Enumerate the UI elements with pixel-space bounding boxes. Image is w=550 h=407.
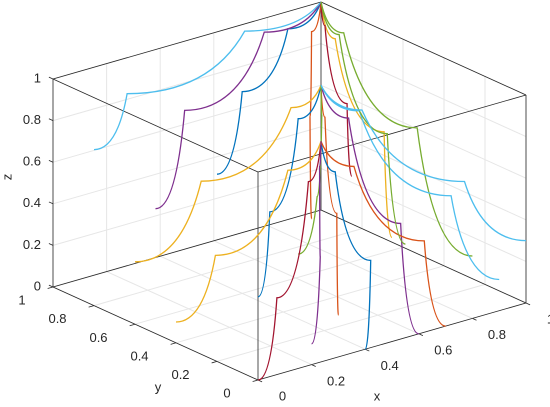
grid-line — [159, 255, 366, 350]
trajectory — [320, 141, 372, 350]
z-tick-label: 0.6 — [23, 154, 41, 169]
tick-mark — [47, 286, 54, 289]
x-tick-label: 0.8 — [488, 327, 506, 342]
trajectory — [257, 141, 322, 381]
trajectory — [320, 141, 446, 327]
tick-mark — [252, 379, 259, 382]
z-tick-label: 0.8 — [23, 112, 41, 127]
y-tick-label: 0.6 — [89, 330, 107, 345]
trajectory — [155, 1, 322, 210]
box-edge — [257, 94, 527, 173]
tick-mark — [48, 243, 54, 246]
grid-line — [52, 84, 322, 163]
grid-line — [213, 240, 420, 335]
z-tick-label: 0 — [34, 278, 41, 293]
box-edge — [52, 209, 322, 288]
y-tick-label: 0.2 — [171, 367, 189, 382]
box-edge — [52, 286, 259, 381]
tick-mark — [88, 305, 95, 308]
z-tick-label: 0.2 — [23, 237, 41, 252]
trajectory — [320, 84, 500, 281]
y-axis-label: y — [155, 379, 162, 394]
trajectory — [320, 1, 406, 245]
trajectory — [134, 84, 322, 263]
trajectory — [320, 85, 420, 335]
box-edge — [320, 209, 527, 304]
trajectory — [309, 1, 322, 220]
x-tick-label: 0.6 — [434, 343, 452, 358]
box-edge — [257, 302, 527, 381]
tick-mark — [48, 159, 54, 163]
y-tick-label: 1 — [18, 293, 25, 308]
trajectory — [320, 1, 473, 257]
grid-line — [320, 126, 527, 221]
x-axis-label: x — [374, 388, 381, 403]
tick-mark — [211, 361, 218, 364]
grid-line — [320, 43, 527, 138]
x-tick-label: 0 — [279, 389, 286, 404]
trajectory — [311, 141, 322, 345]
y-tick-label: 0.4 — [130, 348, 148, 363]
trajectory — [175, 141, 322, 323]
grid-line — [320, 84, 527, 179]
grid-line — [52, 126, 322, 205]
grid-line — [175, 265, 445, 344]
grid-line — [52, 43, 322, 122]
grid-line — [320, 167, 527, 262]
grid-line — [52, 167, 322, 246]
box-edge — [320, 1, 527, 96]
trajectory — [320, 85, 340, 316]
tick-mark — [48, 201, 54, 205]
tick-mark — [48, 76, 54, 80]
trajectory — [216, 1, 322, 175]
x-tick-label: 1 — [547, 312, 550, 327]
box-edge — [52, 78, 259, 173]
trajectory — [320, 84, 527, 242]
z-tick-label: 1 — [34, 70, 41, 85]
grid-line — [134, 246, 404, 325]
tick-mark — [48, 284, 54, 288]
tick-mark — [525, 302, 531, 306]
y-tick-label: 0 — [223, 386, 230, 401]
grid-line — [93, 228, 363, 307]
grid-line — [106, 271, 312, 366]
tick-mark — [170, 342, 177, 345]
box-edge — [52, 1, 322, 80]
z-axis-label: z — [0, 174, 14, 181]
x-tick-label: 0.4 — [381, 358, 399, 373]
trajectory — [257, 85, 322, 298]
trajectory — [93, 1, 322, 151]
tick-mark — [129, 323, 136, 327]
trajectory — [320, 1, 353, 177]
tick-mark — [48, 118, 54, 121]
grid-line — [216, 283, 486, 362]
x-tick-label: 0.2 — [327, 373, 345, 388]
y-tick-label: 0.8 — [48, 311, 66, 326]
z-tick-label: 0.4 — [23, 195, 41, 210]
